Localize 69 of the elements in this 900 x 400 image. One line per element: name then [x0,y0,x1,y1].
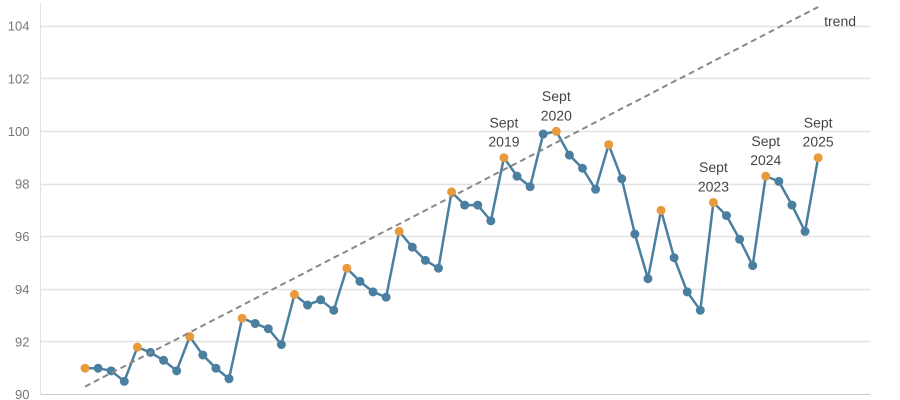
point [538,130,548,139]
point [185,332,194,342]
data-label: Sept 2025 [802,114,834,150]
series-label: trend [824,12,856,29]
point [682,287,692,296]
point [460,200,470,210]
point [748,261,758,270]
point [630,230,640,239]
point [224,374,234,384]
point [198,350,208,360]
y-tick-label: 104 [8,18,30,34]
point [591,184,600,194]
point [211,364,220,373]
point [643,274,652,284]
point [132,342,142,352]
point [486,216,496,226]
point [250,318,260,328]
point [120,376,129,386]
point [238,314,247,323]
y-tick-label: 92 [15,334,30,350]
point [316,295,326,304]
point [159,356,168,365]
point [617,174,626,184]
point [708,198,718,207]
point [578,164,587,173]
point [722,211,731,220]
point [512,172,522,181]
point [276,340,286,350]
point [394,226,404,236]
point [303,300,312,310]
point [290,290,299,300]
point [355,276,364,286]
point [814,153,823,162]
point [94,364,103,373]
data-label: Sept 2019 [488,114,520,150]
point [447,187,456,196]
y-tick-label: 90 [15,387,30,400]
point [473,200,482,210]
point [342,264,352,273]
point [761,172,770,181]
point [526,182,535,192]
y-tick-label: 102 [8,71,30,86]
point [80,364,90,373]
point [670,253,679,262]
y-tick-label: 98 [15,176,30,192]
point [735,234,744,244]
y-tick-label: 94 [15,282,30,297]
point [696,306,705,315]
point [434,264,443,273]
point [800,226,810,236]
point [787,200,796,210]
point [420,256,430,265]
point [368,287,378,296]
point [774,176,784,186]
point [552,126,561,136]
point [604,140,614,150]
point [408,242,417,252]
data-label: Sept 2020 [540,88,572,124]
y-tick-label: 96 [15,229,30,244]
point [564,150,574,160]
data-label: Sept 2024 [750,132,782,168]
point [329,306,338,315]
y-tick-label: 100 [8,124,30,139]
point [499,153,508,162]
point [172,366,182,376]
point [656,206,666,215]
point [382,292,391,302]
point [264,324,273,334]
data-label: Sept 2023 [698,159,730,194]
